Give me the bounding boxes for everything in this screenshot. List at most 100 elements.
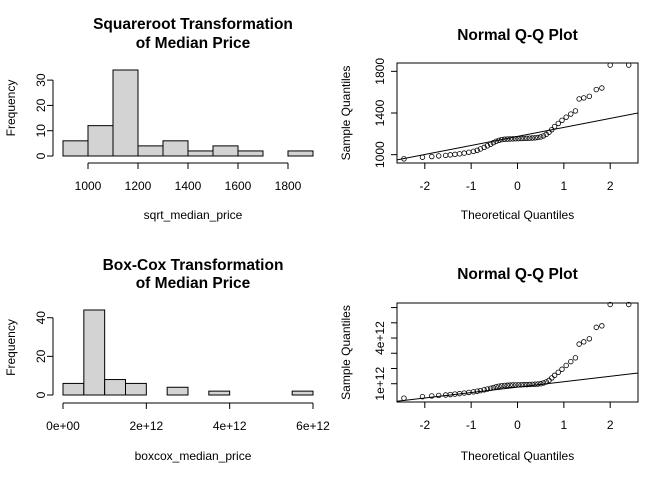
x-tick-label: 2e+12 (129, 419, 163, 433)
qq-point (555, 369, 561, 375)
qq-point (518, 382, 524, 388)
qq-point (524, 135, 530, 142)
panel-1: Squareroot Transformation of Median Price… (4, 16, 314, 222)
x-tick-label: 1000 (75, 179, 102, 193)
histogram-bar (208, 390, 231, 396)
qq-point (401, 395, 407, 401)
y-tick-label: 30 (34, 73, 48, 87)
qq-point (481, 144, 487, 151)
qq-point (490, 384, 497, 391)
qq-point (466, 149, 472, 155)
qq-point (456, 151, 463, 157)
qq-point (442, 152, 449, 159)
x-tick-label: 2 (607, 418, 614, 432)
x-tick-label: 0e+00 (46, 419, 80, 433)
qq-point (626, 301, 632, 308)
qq-point (487, 385, 494, 391)
histogram-bar (187, 150, 214, 157)
histogram-bar (137, 145, 164, 157)
qq-point (576, 96, 582, 102)
qq-point (490, 139, 497, 146)
qq-point (521, 135, 527, 142)
x-tick-label: 1400 (175, 179, 202, 193)
histogram-bar (87, 125, 114, 157)
qq-point (529, 135, 536, 141)
qq-point (581, 95, 587, 101)
qq-point (586, 93, 593, 100)
qq-point (607, 62, 613, 68)
x-axis-label: Theoretical Quantiles (461, 208, 574, 222)
qq-point (555, 120, 561, 127)
qq-point (436, 153, 442, 159)
qq-point (447, 152, 453, 158)
qq-point (568, 358, 574, 365)
qq-point (563, 114, 569, 120)
qq-point (487, 141, 494, 147)
qq-point (607, 301, 613, 308)
qq-point (474, 147, 480, 153)
y-tick-label: 1400 (373, 99, 387, 126)
x-tick-label: 1 (561, 179, 568, 193)
qq-point (501, 136, 508, 142)
qq-point (512, 382, 519, 388)
histogram-bar (104, 379, 126, 396)
qq-point (535, 134, 541, 141)
qq-point (493, 138, 499, 145)
qq-point (504, 136, 511, 142)
x-tick-label: -2 (419, 179, 430, 193)
chart-title: of Median Price (136, 275, 251, 292)
y-axis-label: Frequency (4, 319, 18, 376)
qq-point (599, 85, 605, 91)
qq-point (572, 355, 579, 361)
chart-title: Box-Cox Transformation (103, 257, 284, 274)
qq-point (540, 380, 547, 386)
qq-point (540, 133, 547, 139)
y-tick-label: 20 (34, 349, 48, 363)
qq-point (419, 154, 426, 160)
qq-point (559, 366, 565, 372)
qq-point (452, 151, 458, 158)
qq-point (507, 382, 513, 388)
qq-point (549, 126, 555, 133)
histogram-bar (62, 382, 85, 396)
y-tick-label: 0 (34, 152, 48, 159)
qq-point (419, 393, 426, 400)
qq-point (593, 86, 599, 93)
qq-point (499, 383, 505, 389)
x-axis-label: boxcox_median_price (135, 449, 252, 463)
histogram-bar (162, 140, 189, 157)
qq-point (521, 381, 527, 388)
x-tick-label: 1 (561, 418, 568, 432)
y-axis-label: Sample Quantiles (339, 305, 353, 400)
qq-point (496, 383, 502, 389)
x-tick-label: -1 (466, 418, 477, 432)
qq-point (572, 108, 579, 114)
qq-point (501, 382, 508, 389)
histogram-bar (166, 386, 189, 396)
y-tick-label: 1e+12 (373, 367, 387, 401)
histogram-bar (287, 150, 314, 157)
x-tick-label: 6e+12 (296, 419, 330, 433)
qq-point (581, 339, 587, 345)
qq-point (474, 388, 480, 394)
qq-point (512, 136, 519, 142)
qq-point (470, 389, 477, 395)
panel-2: Normal Q-Q Plot -2 -1 0 1 2 1000 1400 1800 Theore… (339, 27, 639, 222)
chart-title: Squareroot Transformation (93, 16, 293, 33)
y-tick-label: 20 (34, 98, 48, 112)
x-tick-label: 0 (514, 418, 521, 432)
qq-point (535, 381, 541, 387)
x-tick-label: 0 (514, 179, 521, 193)
qq-point (493, 384, 499, 390)
y-tick-label: 1800 (373, 58, 387, 85)
qq-point (626, 62, 632, 68)
qq-point (537, 381, 544, 387)
x-tick-label: 1600 (225, 179, 252, 193)
qq-point (477, 387, 484, 394)
qq-point (526, 381, 533, 388)
qq-point (484, 143, 491, 149)
qq-point (524, 381, 530, 388)
y-axis-label: Frequency (4, 80, 18, 137)
